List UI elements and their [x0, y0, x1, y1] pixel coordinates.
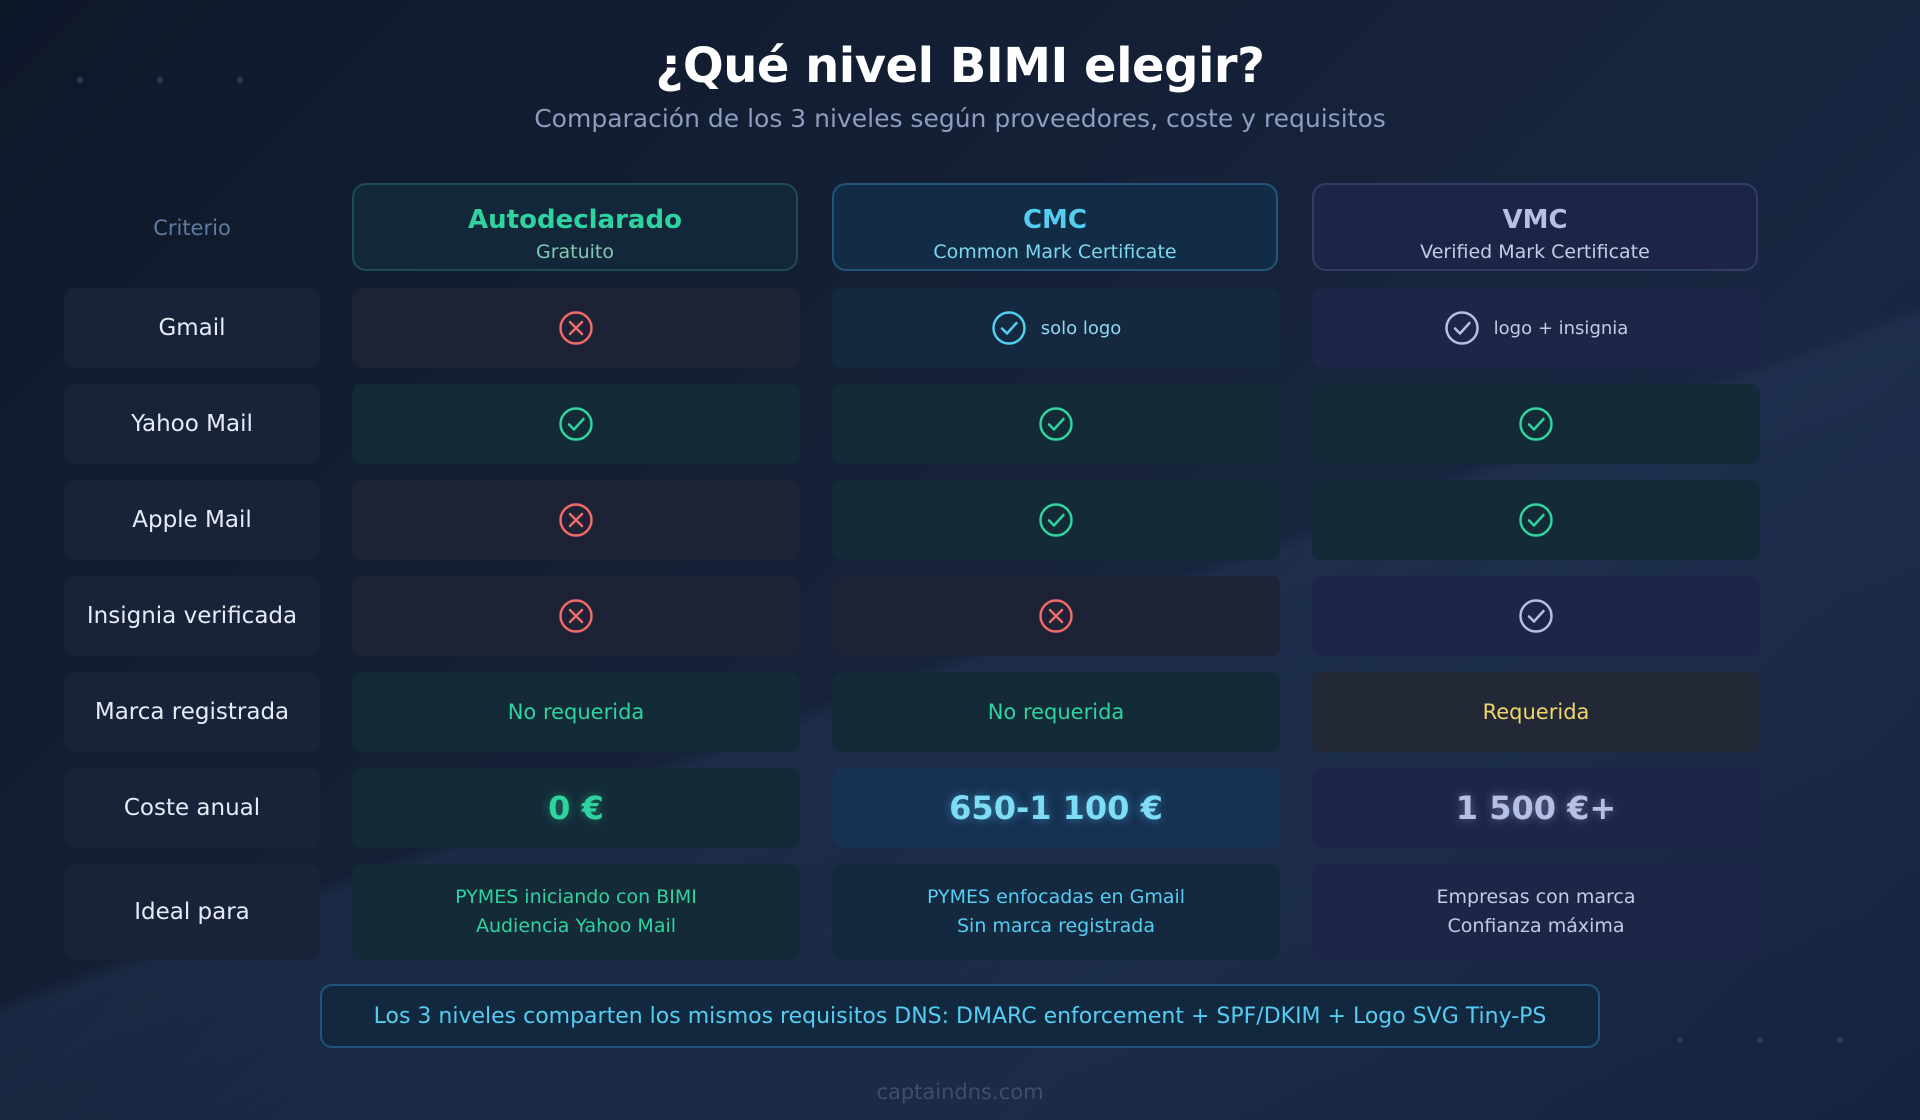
- row-label-yahoo-mail: Yahoo Mail: [64, 384, 320, 464]
- column-header-autodeclarado: Autodeclarado Gratuito: [352, 183, 798, 271]
- cell-coste-cmc: 650-1 100 €: [832, 768, 1280, 848]
- row-label-marca-registrada: Marca registrada: [64, 672, 320, 752]
- check-icon: [1039, 503, 1073, 537]
- requirements-banner: Los 3 niveles comparten los mismos requi…: [320, 984, 1600, 1048]
- cost-value: 650-1 100 €: [949, 789, 1163, 827]
- cell-gmail-cmc: solo logo: [832, 288, 1280, 368]
- row-label-coste-anual: Coste anual: [64, 768, 320, 848]
- column-subtitle: Common Mark Certificate: [933, 241, 1177, 263]
- row-label-gmail: Gmail: [64, 288, 320, 368]
- ideal-line: PYMES iniciando con BIMI: [455, 886, 697, 908]
- cell-text: No requerida: [987, 700, 1125, 724]
- ideal-line: Sin marca registrada: [956, 915, 1156, 937]
- row-label-insignia-verificada: Insignia verificada: [64, 576, 320, 656]
- check-icon: [1519, 503, 1553, 537]
- cell-insignia-cmc: [832, 576, 1280, 656]
- row-label-apple-mail: Apple Mail: [64, 480, 320, 560]
- cell-note: solo logo: [1040, 317, 1122, 339]
- cost-value: 0 €: [548, 789, 604, 827]
- cell-apple-vmc: [1312, 480, 1760, 560]
- page-subtitle: Comparación de los 3 niveles según prove…: [534, 104, 1386, 133]
- check-icon: [1039, 407, 1073, 441]
- cross-icon: [559, 311, 593, 345]
- cell-insignia-autodeclarado: [352, 576, 800, 656]
- criterio-header: Criterio: [153, 216, 231, 240]
- decor-dot: [1837, 1037, 1843, 1043]
- cell-coste-vmc: 1 500 €+: [1312, 768, 1760, 848]
- decor-dot: [157, 77, 163, 83]
- page-title: ¿Qué nivel BIMI elegir?: [655, 38, 1265, 94]
- decor-dot: [1677, 1037, 1683, 1043]
- check-icon: [1519, 599, 1553, 633]
- column-name: CMC: [1022, 205, 1088, 235]
- column-header-vmc: VMC Verified Mark Certificate: [1312, 183, 1758, 271]
- column-subtitle: Gratuito: [535, 241, 615, 263]
- cross-icon: [559, 599, 593, 633]
- cell-apple-cmc: [832, 480, 1280, 560]
- check-icon: [1519, 407, 1553, 441]
- cell-note: logo + insignia: [1493, 317, 1629, 339]
- check-icon: [991, 311, 1026, 345]
- cell-insignia-vmc: [1312, 576, 1760, 656]
- decor-dot: [1757, 1037, 1763, 1043]
- column-header-cmc: CMC Common Mark Certificate: [832, 183, 1278, 271]
- cell-ideal-vmc: Empresas con marca Confianza máxima: [1312, 864, 1760, 960]
- row-label-ideal-para: Ideal para: [64, 864, 320, 960]
- cell-text: Requerida: [1482, 700, 1590, 724]
- cell-coste-autodeclarado: 0 €: [352, 768, 800, 848]
- decor-dot: [237, 77, 243, 83]
- ideal-line: Audiencia Yahoo Mail: [475, 915, 677, 937]
- ideal-line: Confianza máxima: [1447, 915, 1625, 937]
- check-icon: [559, 407, 593, 441]
- cross-icon: [1039, 599, 1073, 633]
- column-subtitle: Verified Mark Certificate: [1420, 241, 1650, 263]
- cell-text: No requerida: [507, 700, 645, 724]
- cell-ideal-autodeclarado: PYMES iniciando con BIMI Audiencia Yahoo…: [352, 864, 800, 960]
- cell-yahoo-vmc: [1312, 384, 1760, 464]
- cell-marca-autodeclarado: No requerida: [352, 672, 800, 752]
- ideal-line: PYMES enfocadas en Gmail: [926, 886, 1186, 908]
- decor-dot: [77, 77, 83, 83]
- column-name: Autodeclarado: [468, 205, 682, 235]
- cell-marca-vmc: Requerida: [1312, 672, 1760, 752]
- footer-brand: captaindns.com: [876, 1080, 1044, 1104]
- column-name: VMC: [1502, 205, 1568, 235]
- cell-gmail-autodeclarado: [352, 288, 800, 368]
- check-icon: [1444, 311, 1479, 345]
- cost-value: 1 500 €+: [1455, 789, 1617, 827]
- cell-ideal-cmc: PYMES enfocadas en Gmail Sin marca regis…: [832, 864, 1280, 960]
- cell-yahoo-cmc: [832, 384, 1280, 464]
- cell-marca-cmc: No requerida: [832, 672, 1280, 752]
- cell-apple-autodeclarado: [352, 480, 800, 560]
- cell-gmail-vmc: logo + insignia: [1312, 288, 1760, 368]
- ideal-line: Empresas con marca: [1436, 886, 1636, 908]
- cross-icon: [559, 503, 593, 537]
- cell-yahoo-autodeclarado: [352, 384, 800, 464]
